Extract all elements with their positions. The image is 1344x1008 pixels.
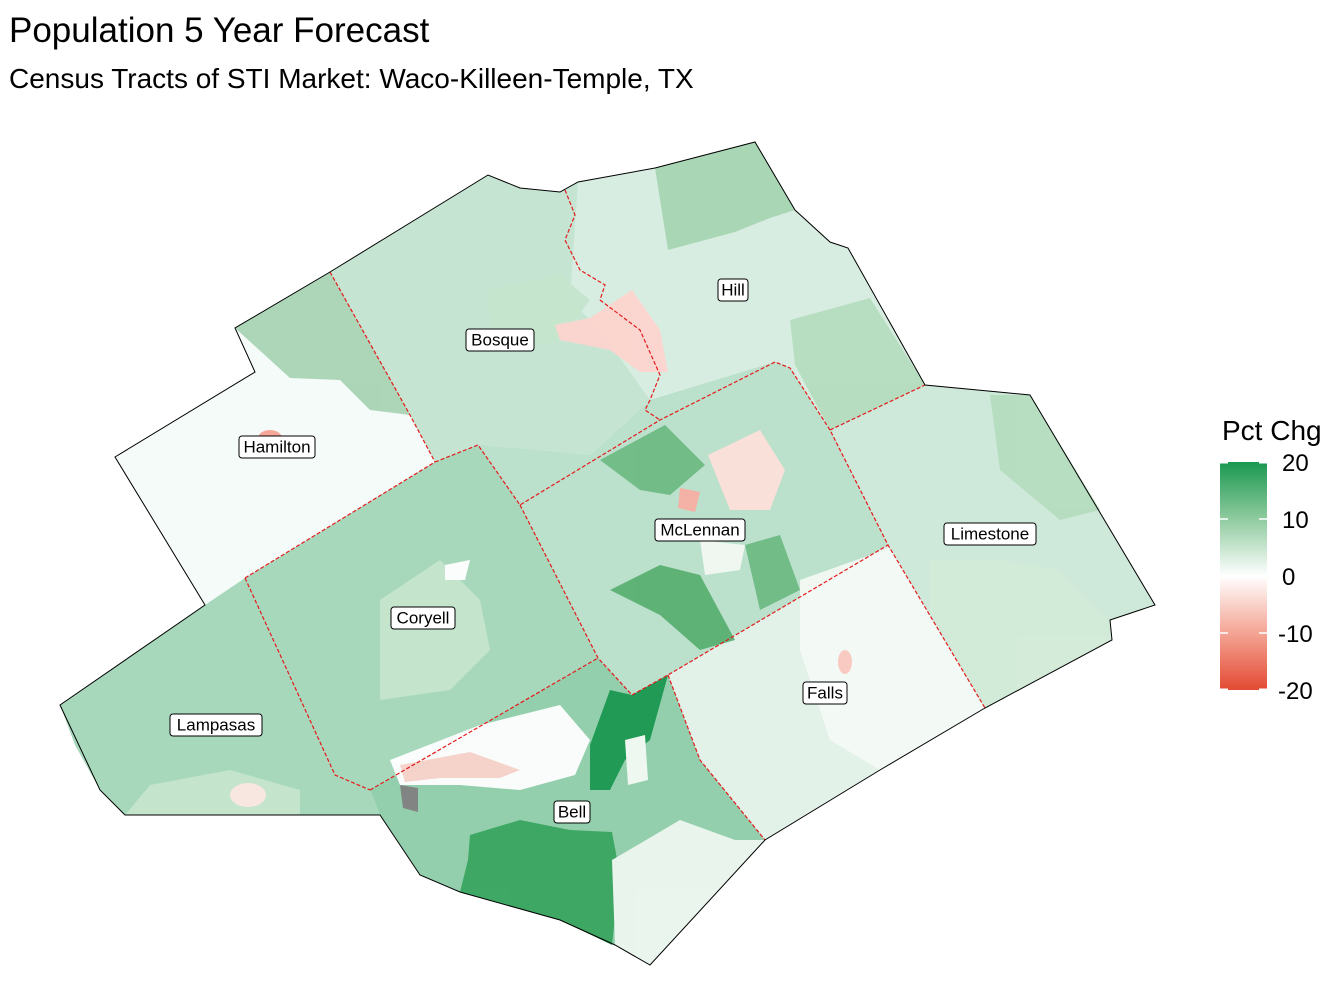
tract-falls-east [800,548,985,770]
svg-text:McLennan: McLennan [660,521,739,540]
county-label-coryell: Coryell [390,606,456,630]
tract-bell-southeast [612,820,765,965]
county-label-bosque: Bosque [465,328,535,352]
market-outline [59,141,1156,966]
tract-mclennan-red [678,488,700,512]
tract-bell-south-growth [460,820,620,945]
legend-tick-0: 0 [1282,564,1296,591]
tract-mclennan-nw [600,425,705,495]
legend-tick-neg20: -20 [1278,678,1313,705]
legend-tick-10: 10 [1282,507,1309,534]
chart-subtitle: Census Tracts of STI Market: Waco-Killee… [9,63,694,94]
tract-falls-decline [838,650,852,674]
county-label-hill: Hill [717,278,749,302]
county-label-bell: Bell [553,800,591,824]
tract-coryell-white [445,560,470,580]
legend-colorbar [1220,462,1267,690]
tract-mclennan-south [610,565,735,650]
tract-hill-decline [555,290,668,372]
legend: Pct Chg 20 10 0 -10 -20 [1218,414,1338,714]
tract-bell-temple-growth [590,675,668,790]
legend-tick-neg10: -10 [1278,621,1313,648]
county-label-mclennan: McLennan [654,518,746,542]
tract-bell-na [400,785,418,812]
tract-mclennan-east [745,535,800,610]
tract-hill-north [655,142,795,250]
county-label-falls: Falls [802,681,848,705]
svg-text:Hamilton: Hamilton [243,438,310,457]
svg-text:Lampasas: Lampasas [177,716,255,735]
tract-bell-temple-center [625,735,648,785]
county-lampasas[interactable] [60,578,380,815]
legend-title: Pct Chg [1222,415,1322,446]
tract-limestone-south [930,560,1112,708]
svg-text:Limestone: Limestone [951,525,1029,544]
svg-text:Coryell: Coryell [397,609,450,628]
tract-mclennan-center [700,540,745,575]
county-label-lampasas: Lampasas [169,713,263,737]
tract-bell-decline [400,752,520,782]
svg-text:Bell: Bell [558,803,586,822]
tract-lampasas-decline [230,783,266,807]
chart-title: Population 5 Year Forecast [9,11,430,50]
tract-hill-east [790,298,925,430]
tract-coryell-center [380,560,490,700]
tract-mclennan-waco-decline [708,430,785,510]
legend-tick-20: 20 [1282,450,1309,477]
county-label-hamilton: Hamilton [238,435,316,459]
county-label-limestone: Limestone [943,522,1037,546]
svg-text:Bosque: Bosque [471,331,529,350]
tract-hamilton-north [235,272,410,415]
svg-text:Falls: Falls [807,684,843,703]
tract-limestone-east [990,395,1100,520]
county-borders [244,189,986,841]
svg-text:Hill: Hill [721,281,745,300]
county-labels: Bosque Hill Hamilton Coryell McLennan Li… [169,278,1037,824]
